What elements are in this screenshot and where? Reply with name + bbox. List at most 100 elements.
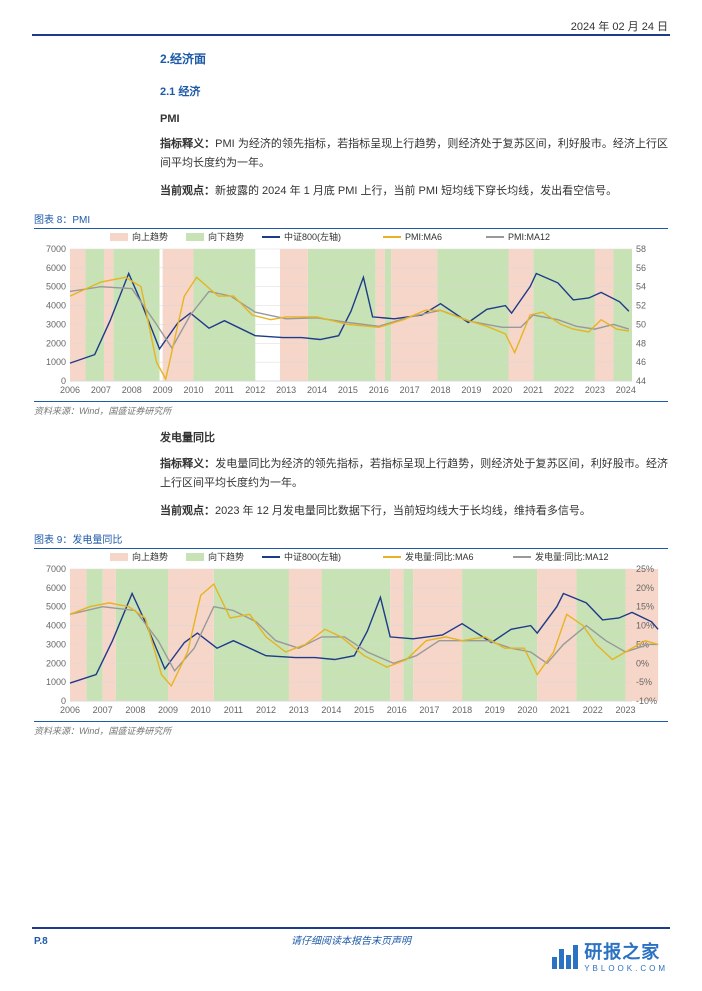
svg-text:15%: 15% [636,602,654,612]
svg-text:52: 52 [636,301,646,311]
content-area: 2.经济面 2.1 经济 PMI 指标释义：PMI 为经济的领先指标，若指标呈现… [0,50,702,749]
power-viewpoint: 当前观点：2023 年 12 月发电量同比数据下行，当前短均线大于长均线，维持看… [160,502,668,521]
svg-text:2012: 2012 [256,705,276,715]
svg-text:向上趋势: 向上趋势 [132,551,168,562]
svg-text:2013: 2013 [276,385,296,395]
svg-text:2009: 2009 [158,705,178,715]
def-text: 发电量同比为经济的领先指标，若指标呈现上行趋势，则经济处于复苏区间，利好股市。经… [160,458,668,489]
chart8-title: 图表 8：PMI [34,211,668,229]
svg-text:2007: 2007 [91,385,111,395]
svg-text:发电量:同比:MA6: 发电量:同比:MA6 [405,551,474,562]
indicator-title-power: 发电量同比 [160,429,668,445]
logo-text: 研报之家 [584,942,660,962]
svg-text:4000: 4000 [46,621,66,631]
subsection-heading: 2.1 经济 [160,83,668,99]
svg-text:2023: 2023 [615,705,635,715]
svg-text:4000: 4000 [46,301,66,311]
svg-text:2008: 2008 [122,385,142,395]
svg-text:2009: 2009 [153,385,173,395]
svg-text:46: 46 [636,357,646,367]
section-heading: 2.经济面 [160,50,668,67]
svg-text:2018: 2018 [431,385,451,395]
svg-text:向上趋势: 向上趋势 [132,231,168,242]
svg-text:发电量:同比:MA12: 发电量:同比:MA12 [535,551,609,562]
footer-logo: 研报之家 YBLOOK.COM [552,938,668,973]
svg-text:2017: 2017 [400,385,420,395]
svg-text:2010: 2010 [191,705,211,715]
svg-text:48: 48 [636,338,646,348]
pmi-definition: 指标释义：PMI 为经济的领先指标，若指标呈现上行趋势，则经济处于复苏区间，利好… [160,135,668,172]
svg-text:-5%: -5% [636,677,652,687]
def-label: 指标释义： [160,458,215,470]
svg-text:2014: 2014 [321,705,341,715]
svg-text:54: 54 [636,282,646,292]
logo-bars-icon [552,943,578,969]
chart8: 0100020003000400050006000700044464850525… [34,229,668,399]
svg-text:3000: 3000 [46,319,66,329]
svg-text:中证800(左轴): 中证800(左轴) [284,231,341,242]
chart9: 01000200030004000500060007000-10%-5%0%5%… [34,549,668,719]
svg-text:2006: 2006 [60,385,80,395]
svg-text:2000: 2000 [46,338,66,348]
pmi-viewpoint: 当前观点：新披露的 2024 年 1 月底 PMI 上行，当前 PMI 短均线下… [160,182,668,201]
svg-text:3000: 3000 [46,640,66,650]
svg-text:-10%: -10% [636,696,657,706]
svg-text:0%: 0% [636,658,649,668]
svg-text:2012: 2012 [245,385,265,395]
svg-text:PMI:MA6: PMI:MA6 [405,232,442,242]
svg-text:6000: 6000 [46,583,66,593]
svg-text:2007: 2007 [93,705,113,715]
svg-text:25%: 25% [636,564,654,574]
svg-text:2011: 2011 [224,705,243,715]
chart9-source: 资料来源：Wind，国盛证券研究所 [34,721,668,737]
svg-text:2024: 2024 [616,385,636,395]
svg-text:56: 56 [636,263,646,273]
svg-text:2020: 2020 [517,705,537,715]
svg-text:7000: 7000 [46,244,66,254]
svg-text:58: 58 [636,244,646,254]
footer-rule [32,927,670,929]
svg-text:2011: 2011 [215,385,234,395]
logo-subtext: YBLOOK.COM [584,964,668,973]
view-text: 2023 年 12 月发电量同比数据下行，当前短均线大于长均线，维持看多信号。 [215,505,591,517]
chart8-source: 资料来源：Wind，国盛证券研究所 [34,401,668,417]
svg-text:2014: 2014 [307,385,327,395]
svg-text:2019: 2019 [461,385,481,395]
view-label: 当前观点： [160,185,215,197]
svg-text:2015: 2015 [354,705,374,715]
svg-text:2023: 2023 [585,385,605,395]
def-label: 指标释义： [160,138,215,150]
view-label: 当前观点： [160,505,215,517]
svg-text:50: 50 [636,319,646,329]
svg-text:中证800(左轴): 中证800(左轴) [284,551,341,562]
svg-text:5000: 5000 [46,602,66,612]
svg-text:6000: 6000 [46,263,66,273]
page-date: 2024 年 02 月 24 日 [571,18,668,34]
svg-text:20%: 20% [636,583,654,593]
chart9-title: 图表 9：发电量同比 [34,531,668,549]
def-text: PMI 为经济的领先指标，若指标呈现上行趋势，则经济处于复苏区间，利好股市。经济… [160,138,668,169]
svg-text:向下趋势: 向下趋势 [208,551,244,562]
svg-text:2008: 2008 [125,705,145,715]
svg-text:2000: 2000 [46,658,66,668]
header-rule [32,34,670,36]
svg-text:2021: 2021 [550,705,570,715]
svg-text:7000: 7000 [46,564,66,574]
svg-text:2022: 2022 [583,705,603,715]
svg-text:PMI:MA12: PMI:MA12 [508,232,550,242]
svg-text:2016: 2016 [387,705,407,715]
svg-text:1000: 1000 [46,677,66,687]
svg-text:5000: 5000 [46,282,66,292]
svg-text:2021: 2021 [523,385,543,395]
view-text: 新披露的 2024 年 1 月底 PMI 上行，当前 PMI 短均线下穿长均线，… [215,185,617,197]
svg-text:2016: 2016 [369,385,389,395]
svg-text:1000: 1000 [46,357,66,367]
svg-text:44: 44 [636,376,646,386]
svg-text:2010: 2010 [184,385,204,395]
svg-text:向下趋势: 向下趋势 [208,231,244,242]
power-definition: 指标释义：发电量同比为经济的领先指标，若指标呈现上行趋势，则经济处于复苏区间，利… [160,455,668,492]
svg-text:2019: 2019 [485,705,505,715]
svg-text:2020: 2020 [492,385,512,395]
svg-text:2022: 2022 [554,385,574,395]
svg-text:2015: 2015 [338,385,358,395]
